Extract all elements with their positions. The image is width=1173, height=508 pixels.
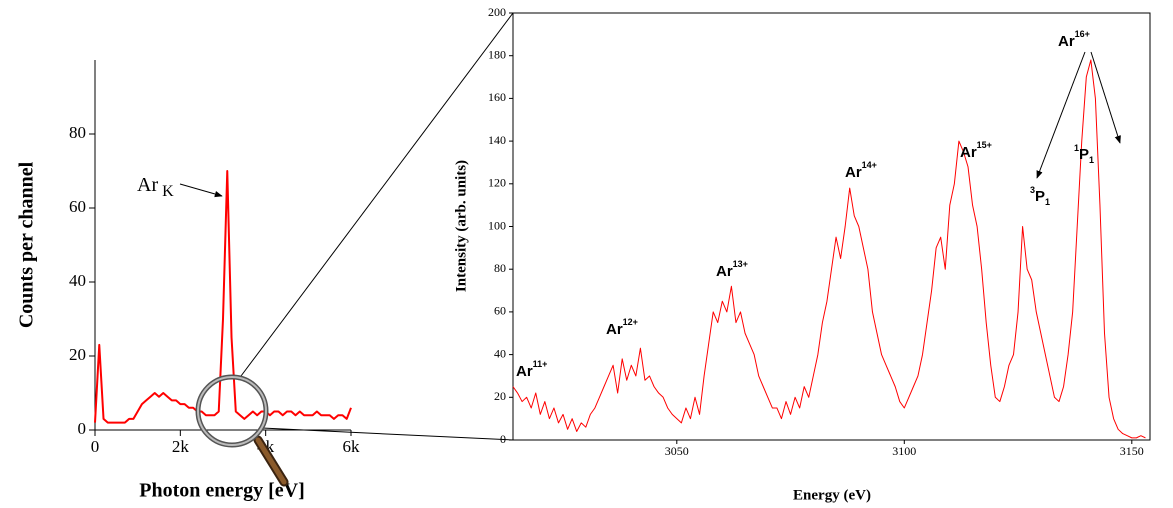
x-axis-title: Energy (eV) — [793, 487, 871, 503]
y-tick-label: 100 — [488, 218, 506, 232]
y-tick-label: 120 — [488, 176, 506, 190]
y-tick-label: 80 — [69, 123, 86, 142]
annotation-text: Ar — [516, 363, 533, 380]
x-tick-label: 3050 — [665, 444, 689, 458]
annotation: Ar11+ — [516, 359, 547, 380]
annotation-sub: 1 — [1045, 197, 1050, 207]
y-tick-label: 80 — [494, 261, 506, 275]
x-tick-label: 3150 — [1120, 444, 1144, 458]
annotation-text: Ar — [716, 263, 733, 280]
annotation-sup: 14+ — [862, 160, 877, 170]
y-tick-label: 20 — [69, 345, 86, 364]
annotation-text: P — [1035, 188, 1045, 205]
x-tick-label: 0 — [91, 437, 100, 456]
annotation-text: Ar — [137, 174, 158, 196]
annotation-pre: 1 — [1074, 143, 1079, 153]
arrows — [179, 51, 1121, 198]
y-tick-label: 200 — [488, 5, 506, 19]
y-tick-label: 60 — [69, 197, 86, 216]
y-tick-label: 160 — [488, 90, 506, 104]
annotation-sup: 16+ — [1075, 29, 1090, 39]
data-line — [94, 170, 352, 424]
magnifier — [195, 374, 289, 487]
annotation: Ar K — [137, 174, 174, 200]
zoom-lines — [237, 12, 514, 441]
annotation-text: Ar — [845, 164, 862, 181]
annotation-pre: 3 — [1030, 185, 1035, 195]
y-tick-label: 0 — [500, 432, 506, 446]
annotation: Ar16+ — [1058, 29, 1090, 50]
annotation-sub: K — [162, 183, 174, 200]
annotation-sub: 1 — [1089, 155, 1094, 165]
annotation: Ar12+ — [606, 317, 638, 338]
y-axis-title: Intensity (arb. units) — [453, 160, 469, 292]
y-tick-label: 180 — [488, 47, 506, 61]
y-tick-label: 20 — [494, 389, 506, 403]
annotation-text: Ar — [960, 144, 977, 161]
annotation-sup: 13+ — [733, 259, 748, 269]
x-tick-label: 3100 — [892, 444, 916, 458]
annotation: Ar14+ — [845, 160, 877, 181]
y-tick-label: 60 — [494, 304, 506, 318]
data-line — [512, 59, 1146, 439]
y-tick-label: 140 — [488, 133, 506, 147]
y-tick-label: 40 — [494, 346, 506, 360]
annotation: 3P1 — [1030, 185, 1050, 207]
annotation-text: Ar — [606, 321, 623, 338]
annotation-sup: 15+ — [977, 140, 992, 150]
x-tick-label: 2k — [172, 437, 190, 456]
y-tick-label: 40 — [69, 271, 86, 290]
y-axis-title: Counts per channel — [16, 161, 38, 328]
charts: 02040608002k4k6kPhoton energy [eV]Counts… — [16, 5, 1151, 503]
y-tick-label: 0 — [78, 419, 87, 438]
annotation-text: Ar — [1058, 33, 1075, 50]
annotation: Ar15+ — [960, 140, 992, 161]
annotation-text: P — [1079, 146, 1089, 163]
annotation: Ar13+ — [716, 259, 748, 280]
annotation-sup: 11+ — [533, 359, 548, 369]
annotation: 1P1 — [1074, 143, 1094, 165]
annotation-sup: 12+ — [623, 317, 638, 327]
x-tick-label: 6k — [343, 437, 361, 456]
x-axis-title: Photon energy [eV] — [139, 480, 305, 502]
